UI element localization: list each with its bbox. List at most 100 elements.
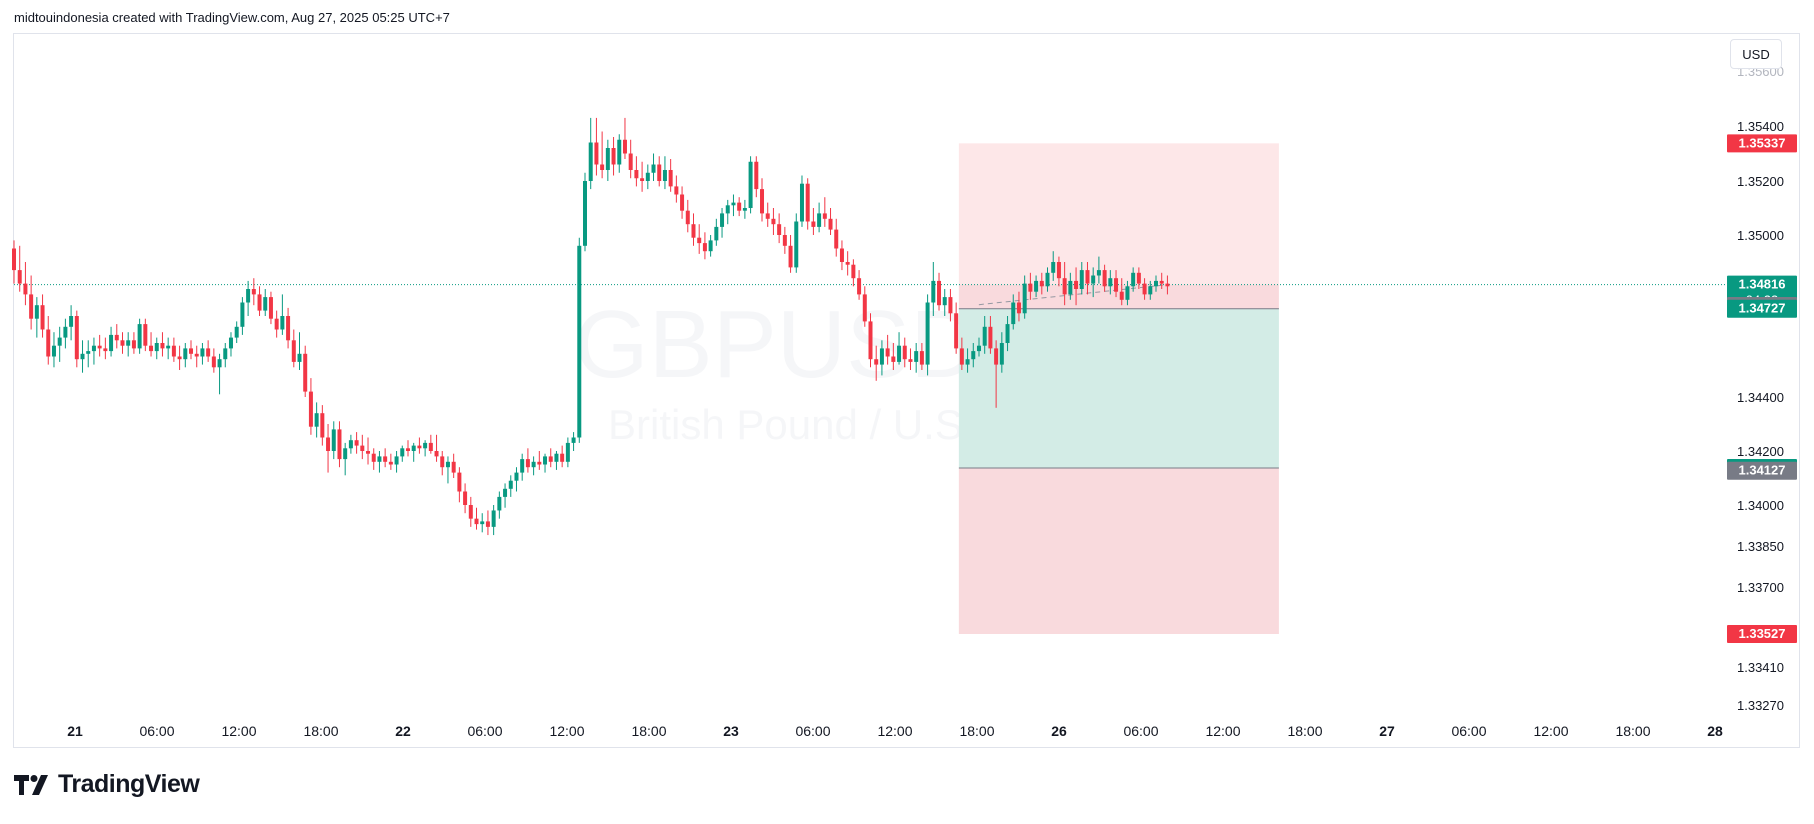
candle-body	[1148, 286, 1153, 295]
candle-body	[57, 337, 62, 346]
candle-body	[725, 205, 730, 214]
time-tick-label: 12:00	[221, 723, 256, 739]
candle-body	[217, 359, 222, 368]
price-tick-label: 1.35000	[1737, 228, 1784, 243]
candle-body	[360, 445, 365, 451]
candle-body	[137, 324, 142, 349]
candle-body	[1102, 270, 1107, 287]
candle-body	[303, 353, 308, 392]
time-tick-label: 18:00	[959, 723, 994, 739]
brand-name: TradingView	[58, 770, 200, 798]
candle-body	[514, 472, 519, 481]
candle-body	[23, 283, 28, 295]
candle-body	[177, 356, 182, 360]
candle-body	[383, 456, 388, 462]
candle-body	[794, 221, 799, 268]
candle-body	[354, 440, 359, 446]
candle-body	[1125, 286, 1130, 300]
candle-body	[240, 302, 245, 327]
candle-body	[565, 442, 570, 462]
candle-body	[377, 456, 382, 462]
candle-body	[463, 491, 468, 505]
candle-body	[1142, 283, 1147, 295]
time-tick-label: 28	[1707, 723, 1723, 739]
price-badge-label: 1.35337	[1739, 135, 1786, 150]
candle-body	[485, 521, 490, 527]
candle-body	[1154, 280, 1158, 287]
price-axis[interactable]: 1.356001.354001.352001.350001.344001.342…	[1737, 64, 1784, 713]
short-position-tool[interactable]	[958, 143, 1279, 634]
candle-body	[714, 226, 719, 241]
candle-body	[931, 280, 936, 303]
candle-body	[411, 445, 416, 451]
time-tick-label: 06:00	[467, 723, 502, 739]
candle-body	[194, 353, 199, 357]
candle-body	[74, 316, 79, 360]
candle-body	[143, 324, 148, 346]
stop-loss-zone	[958, 143, 1279, 285]
candle-body	[86, 351, 91, 354]
candle-body	[731, 202, 736, 206]
time-tick-label: 06:00	[1451, 723, 1486, 739]
take-profit-zone	[958, 308, 1279, 469]
tradingview-logo[interactable]: TradingView	[14, 770, 200, 799]
candle-body	[154, 343, 159, 352]
candle-body	[274, 318, 279, 330]
candle-body	[131, 340, 136, 349]
price-tick-label: 1.33850	[1737, 539, 1784, 554]
price-badges: 1.353371.3481604:231.347371.347271.34137…	[1727, 134, 1797, 643]
time-tick-label: 12:00	[877, 723, 912, 739]
price-badge	[1727, 625, 1797, 643]
candle-body	[1091, 275, 1096, 284]
candle-body	[1119, 291, 1124, 300]
price-badge	[1727, 134, 1797, 153]
candle-body	[12, 248, 16, 271]
candle-body	[69, 316, 74, 327]
candle-body	[1016, 302, 1021, 314]
time-axis[interactable]: 21 06:00 12:00 18:00 22 06:00 12:00 18:00 23 06:0…	[67, 723, 1723, 739]
candle-body	[685, 210, 690, 225]
candle-body	[531, 461, 536, 468]
candle-body	[1074, 280, 1079, 289]
candle-body	[1051, 262, 1056, 273]
candles-layer	[12, 117, 1170, 536]
candle-body	[554, 453, 559, 462]
price-badge-label: 1.34127	[1739, 463, 1786, 478]
candle-body	[925, 302, 930, 365]
candle-body	[263, 297, 268, 311]
candle-body	[503, 488, 508, 497]
candle-body	[1062, 278, 1067, 295]
candle-body	[1011, 302, 1016, 325]
time-tick-label: 12:00	[1205, 723, 1240, 739]
candle-body	[480, 521, 485, 525]
time-tick-label: 21	[67, 723, 83, 739]
candle-body	[919, 351, 924, 365]
candle-body	[879, 348, 884, 365]
time-tick-label: 06:00	[139, 723, 174, 739]
candle-body	[851, 264, 856, 279]
candle-body	[343, 448, 348, 460]
candle-body	[320, 413, 325, 438]
candle-body	[474, 518, 479, 525]
candle-body	[805, 183, 810, 222]
candle-body	[80, 353, 85, 360]
candle-body	[223, 348, 228, 360]
candle-body	[965, 359, 970, 365]
candle-body	[748, 161, 753, 208]
candle-body	[394, 456, 399, 465]
candle-body	[657, 164, 662, 181]
candle-body	[662, 170, 667, 181]
candle-body	[171, 345, 176, 357]
candle-body	[166, 345, 171, 349]
price-badge-label: 1.33527	[1739, 626, 1786, 641]
time-tick-label: 06:00	[795, 723, 830, 739]
candle-body	[948, 297, 953, 314]
candle-body	[388, 461, 393, 465]
candle-body	[891, 356, 896, 362]
candle-body	[937, 280, 942, 306]
candle-body	[845, 262, 850, 265]
currency-button[interactable]: USD	[1730, 39, 1782, 69]
candle-body	[857, 278, 862, 295]
candle-body	[839, 248, 844, 262]
